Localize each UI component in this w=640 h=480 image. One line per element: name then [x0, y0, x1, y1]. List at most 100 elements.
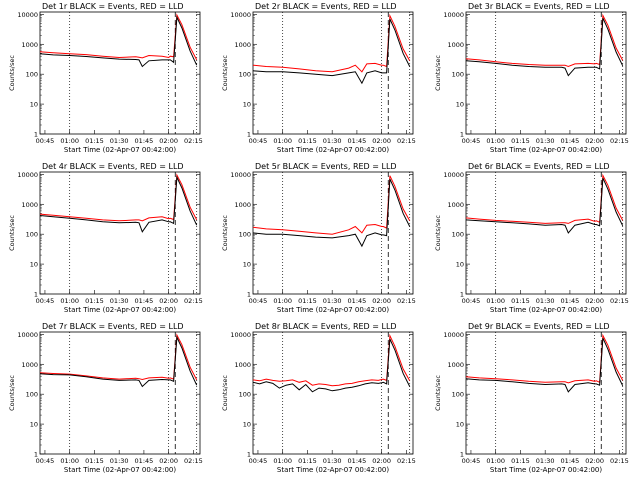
y-tick-label: 1000 [21, 361, 38, 369]
x-tick-label: 01:30 [536, 457, 555, 465]
plot-frame [252, 11, 414, 135]
events-series-line [252, 18, 411, 85]
x-tick-label: 00:45 [249, 297, 268, 305]
x-tick-label: 01:45 [348, 137, 367, 145]
x-tick-label: 01:00 [486, 297, 505, 305]
y-axis-label: Counts/sec [221, 215, 229, 251]
plot-frame [39, 171, 201, 295]
y-tick-label: 100 [239, 71, 251, 79]
x-tick-label: 01:00 [273, 297, 292, 305]
y-tick-label: 10 [456, 421, 464, 429]
x-tick-label: 02:15 [397, 137, 416, 145]
y-tick-label: 1 [34, 291, 38, 299]
y-tick-label: 100 [452, 231, 464, 239]
y-tick-label: 10 [456, 261, 464, 269]
events-series-line [252, 178, 411, 248]
lld-series-line [252, 13, 411, 73]
x-tick-label: 02:00 [585, 297, 604, 305]
x-tick-label: 01:15 [298, 297, 317, 305]
plot-frame [39, 331, 201, 455]
x-tick-label: 01:00 [60, 137, 79, 145]
y-tick-label: 10 [30, 101, 38, 109]
events-series-line [39, 15, 198, 68]
x-tick-label: 02:00 [159, 457, 178, 465]
x-tick-label: 02:15 [184, 457, 203, 465]
x-tick-label: 01:30 [323, 297, 342, 305]
y-tick-label: 100 [26, 391, 38, 399]
x-axis-label: Start Time (02-Apr-07 00:42:00) [490, 146, 602, 154]
x-tick-label: 01:30 [110, 457, 129, 465]
events-series-line [39, 175, 198, 233]
y-axis-label: Counts/sec [8, 55, 16, 91]
panel-9: Det 9r BLACK = Events, RED = LLD 1 10 100 10… [434, 322, 629, 474]
y-tick-label: 1000 [234, 41, 251, 49]
y-tick-label: 1000 [21, 201, 38, 209]
panel-4: Det 4r BLACK = Events, RED = LLD 1 10 100 10… [8, 162, 203, 314]
panel-title: Det 7r BLACK = Events, RED = LLD [42, 322, 184, 331]
plot-frame [465, 331, 627, 455]
y-tick-label: 1 [460, 451, 464, 459]
events-series-line [465, 17, 624, 77]
lld-series-line [39, 13, 198, 61]
y-tick-label: 10000 [230, 11, 251, 19]
y-tick-label: 1 [247, 131, 251, 139]
lld-series-line [252, 333, 411, 387]
y-tick-label: 1 [34, 131, 38, 139]
y-axis-label: Counts/sec [434, 215, 442, 251]
panel-title: Det 9r BLACK = Events, RED = LLD [468, 322, 610, 331]
y-axis-label: Counts/sec [8, 215, 16, 251]
x-tick-label: 01:00 [273, 457, 292, 465]
y-tick-label: 10 [30, 421, 38, 429]
x-tick-label: 01:15 [85, 457, 104, 465]
x-tick-label: 02:15 [397, 297, 416, 305]
x-tick-label: 02:15 [184, 297, 203, 305]
y-tick-label: 100 [26, 71, 38, 79]
y-tick-label: 1000 [447, 41, 464, 49]
y-axis-label: Counts/sec [221, 55, 229, 91]
events-series-line [252, 338, 411, 393]
panel-title: Det 1r BLACK = Events, RED = LLD [42, 2, 184, 11]
panel-7: Det 7r BLACK = Events, RED = LLD 1 10 100 10… [8, 322, 203, 474]
x-tick-label: 01:30 [536, 137, 555, 145]
x-tick-label: 01:15 [85, 297, 104, 305]
y-tick-label: 1 [247, 451, 251, 459]
x-tick-label: 00:45 [36, 457, 55, 465]
y-tick-label: 10000 [230, 171, 251, 179]
y-tick-label: 1 [34, 451, 38, 459]
panel-title: Det 3r BLACK = Events, RED = LLD [468, 2, 610, 11]
panel-6: Det 6r BLACK = Events, RED = LLD 1 10 100 10… [434, 162, 629, 314]
y-tick-label: 10 [243, 421, 251, 429]
y-tick-label: 10 [243, 101, 251, 109]
y-tick-label: 1000 [447, 361, 464, 369]
x-tick-label: 02:00 [372, 457, 391, 465]
x-axis-label: Start Time (02-Apr-07 00:42:00) [277, 146, 389, 154]
x-axis-label: Start Time (02-Apr-07 00:42:00) [277, 306, 389, 314]
x-tick-label: 01:15 [511, 137, 530, 145]
x-axis-label: Start Time (02-Apr-07 00:42:00) [64, 466, 176, 474]
lld-series-line [465, 173, 624, 224]
panel-3: Det 3r BLACK = Events, RED = LLD 1 10 100 10… [434, 2, 629, 154]
panel-1: Det 1r BLACK = Events, RED = LLD 1 10 100 10… [8, 2, 203, 154]
x-tick-label: 02:00 [585, 137, 604, 145]
x-tick-label: 00:45 [36, 297, 55, 305]
y-tick-label: 100 [239, 391, 251, 399]
plot-frame [465, 171, 627, 295]
x-tick-label: 01:45 [135, 457, 154, 465]
x-tick-label: 01:15 [298, 457, 317, 465]
lld-series-line [39, 173, 198, 222]
x-tick-label: 01:00 [60, 297, 79, 305]
x-tick-label: 01:45 [561, 457, 580, 465]
y-tick-label: 100 [239, 231, 251, 239]
y-tick-label: 10000 [443, 331, 464, 339]
y-axis-label: Counts/sec [434, 55, 442, 91]
x-tick-label: 01:45 [348, 297, 367, 305]
x-tick-label: 01:30 [110, 297, 129, 305]
y-tick-label: 1 [247, 291, 251, 299]
y-tick-label: 1000 [447, 201, 464, 209]
x-tick-label: 01:00 [60, 457, 79, 465]
y-tick-label: 10 [30, 261, 38, 269]
y-axis-label: Counts/sec [434, 375, 442, 411]
x-tick-label: 02:15 [397, 457, 416, 465]
y-axis-label: Counts/sec [8, 375, 16, 411]
x-tick-label: 00:45 [249, 137, 268, 145]
